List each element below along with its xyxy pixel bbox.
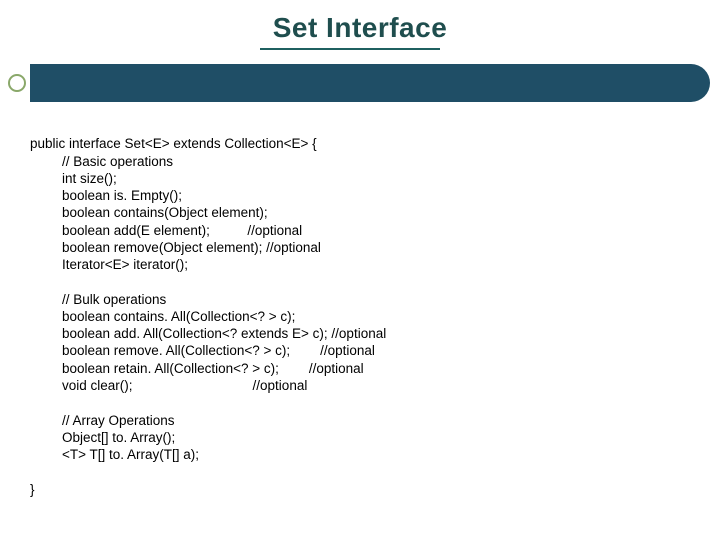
code-line: boolean remove. All(Collection<? > c); /… — [30, 342, 690, 359]
code-block: public interface Set<E> extends Collecti… — [30, 118, 690, 498]
code-comment-array: // Array Operations — [30, 412, 690, 429]
code-comment-bulk: // Bulk operations — [30, 291, 690, 308]
code-line: boolean remove(Object element); //option… — [30, 239, 690, 256]
code-decl: public interface Set<E> extends Collecti… — [30, 136, 317, 151]
code-line: boolean add. All(Collection<? extends E>… — [30, 325, 690, 342]
code-line: boolean contains. All(Collection<? > c); — [30, 308, 690, 325]
code-line: Iterator<E> iterator(); — [30, 256, 690, 273]
code-line: boolean contains(Object element); — [30, 204, 690, 221]
code-line: boolean retain. All(Collection<? > c); /… — [30, 360, 690, 377]
code-line: void clear(); //optional — [30, 377, 690, 394]
bullet-decoration — [8, 74, 26, 92]
code-line: Object[] to. Array(); — [30, 429, 690, 446]
code-line: boolean is. Empty(); — [30, 187, 690, 204]
code-comment-basic: // Basic operations — [30, 153, 690, 170]
code-line: <T> T[] to. Array(T[] a); — [30, 446, 690, 463]
code-line: int size(); — [30, 170, 690, 187]
header-banner — [30, 64, 710, 102]
code-close: } — [30, 482, 35, 497]
code-line: boolean add(E element); //optional — [30, 222, 690, 239]
slide-title: Set Interface — [0, 12, 720, 44]
title-underline — [260, 48, 440, 50]
